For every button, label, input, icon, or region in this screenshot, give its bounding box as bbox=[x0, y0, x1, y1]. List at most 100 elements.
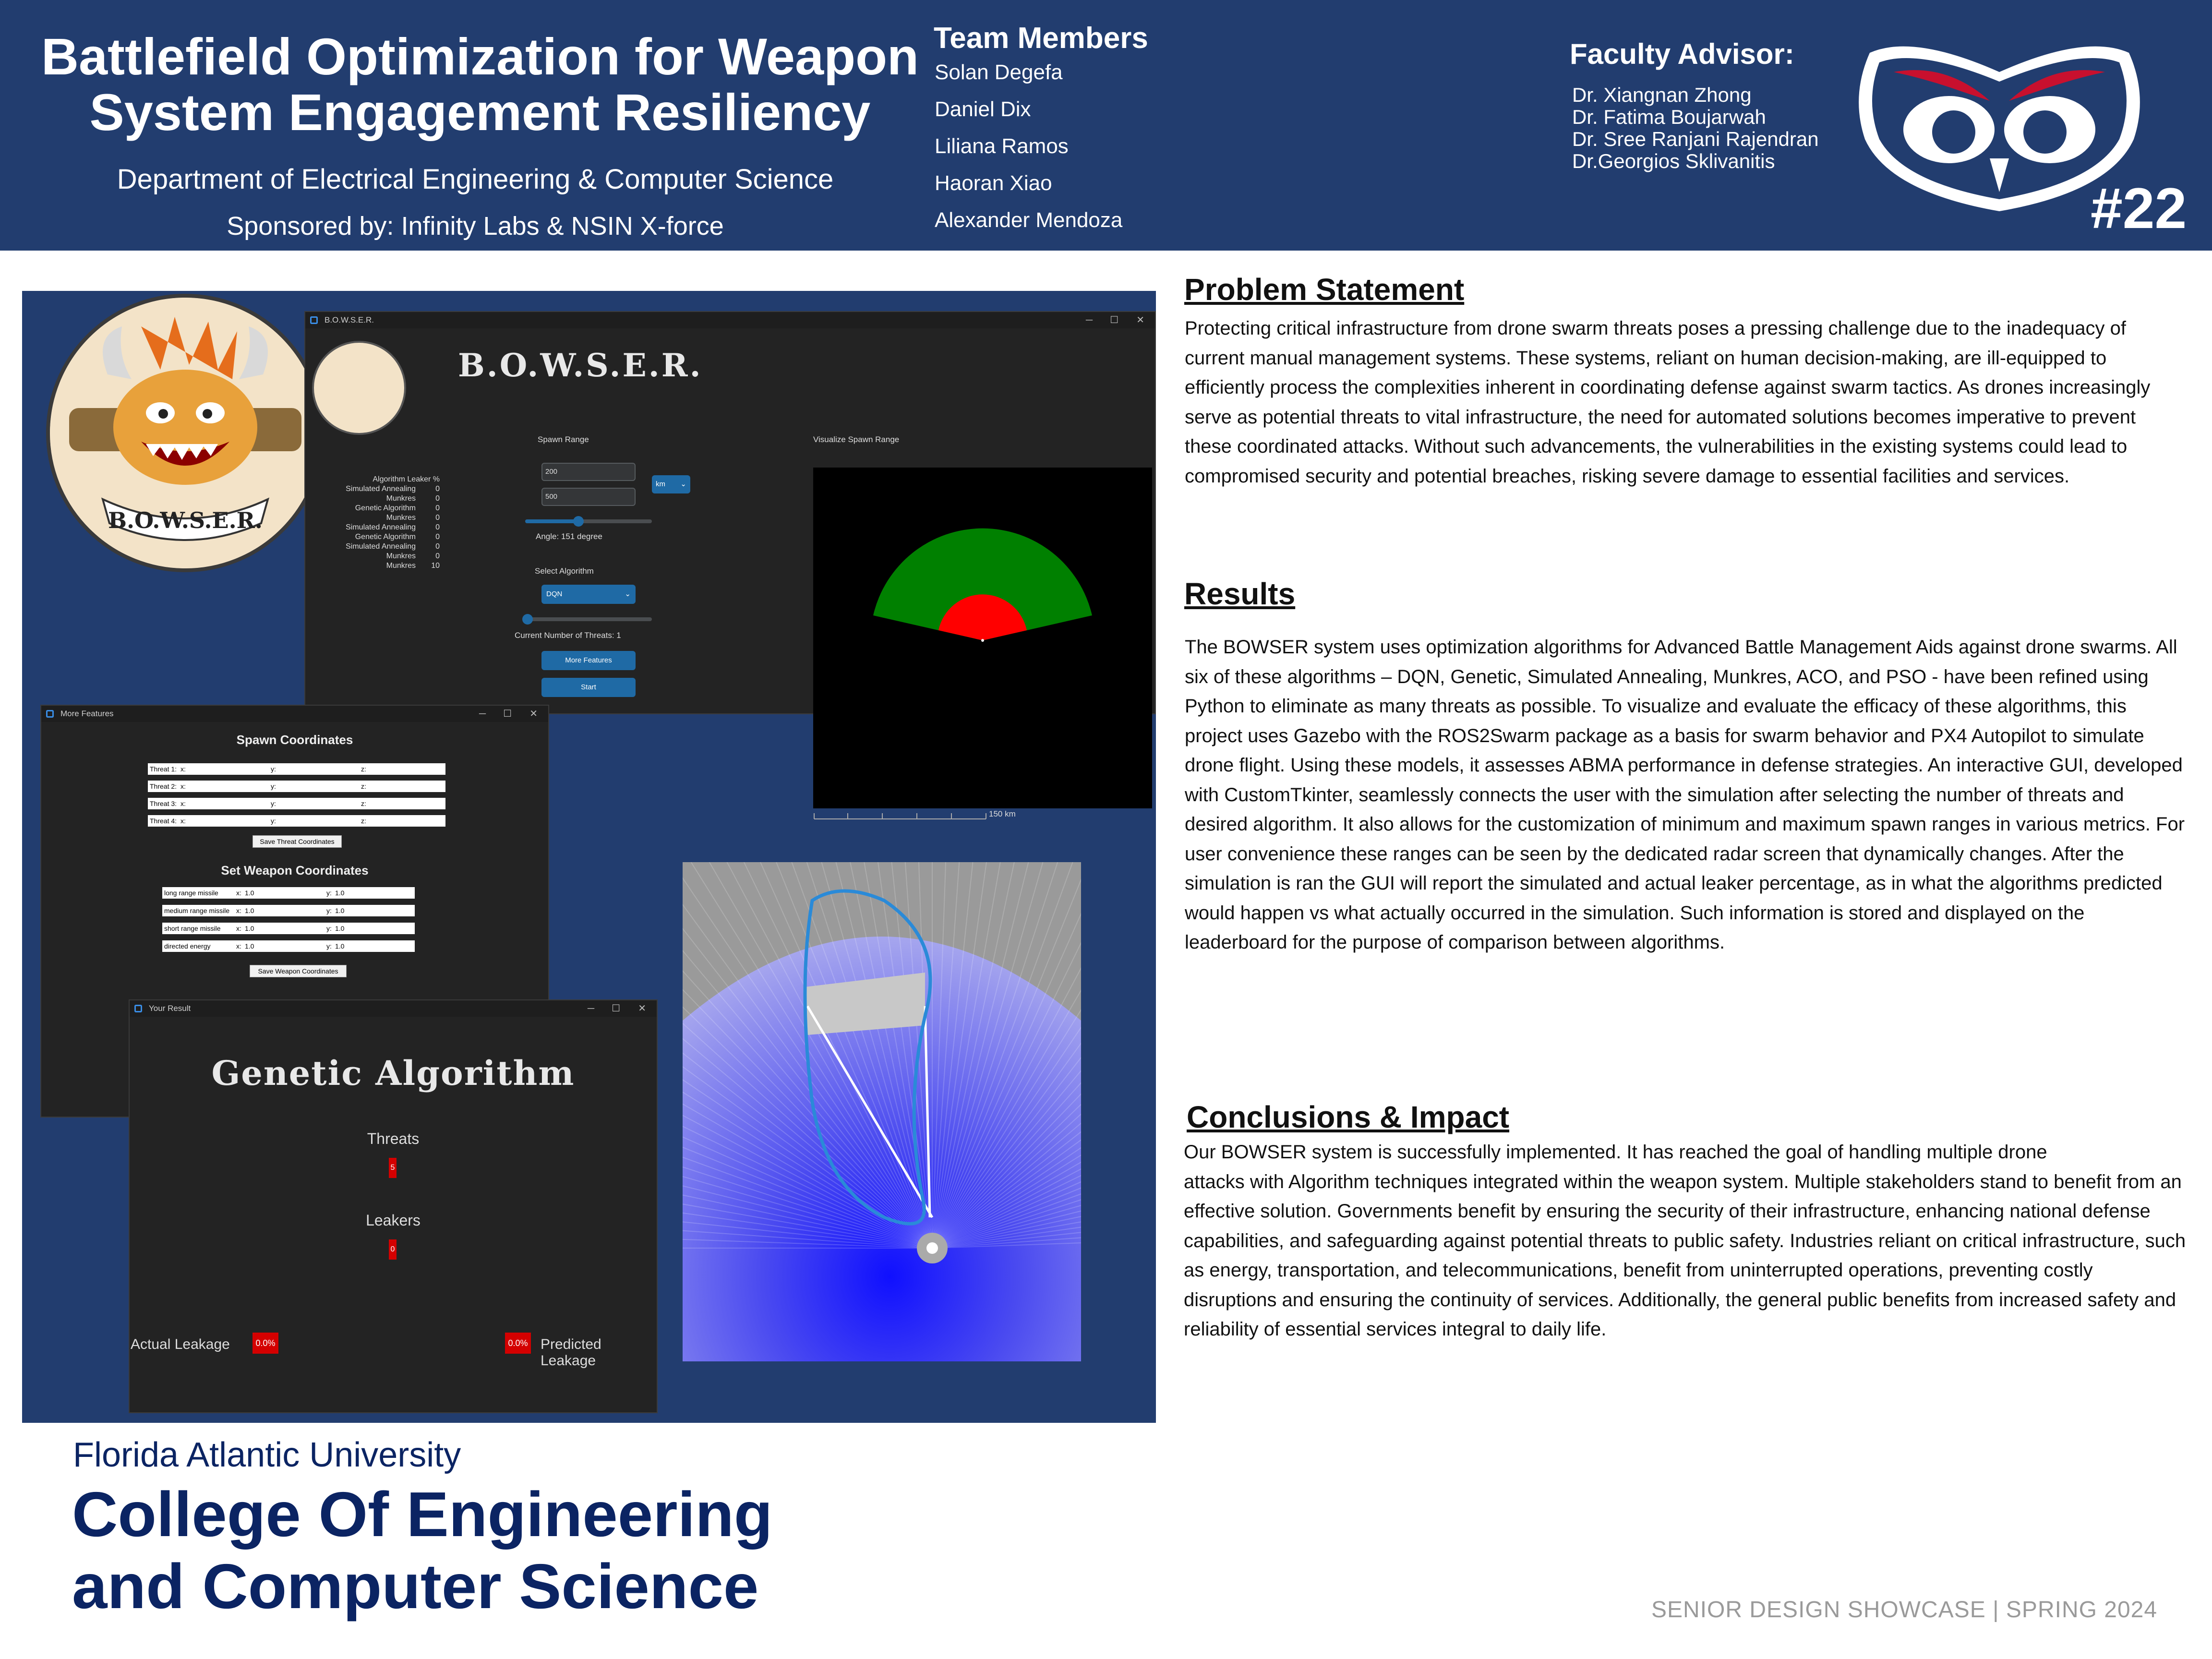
university-name: Florida Atlantic University bbox=[73, 1436, 461, 1474]
weapon-row: short range missile x: 1.0 y: 1.0 bbox=[162, 923, 431, 934]
spawn-range-label: Spawn Range bbox=[538, 435, 589, 444]
bowser-logo: B.O.W.S.E.R. bbox=[46, 294, 325, 572]
x-label: x: bbox=[234, 940, 243, 952]
result-window: Your Result ─ ☐ ✕ Genetic Algorithm Thre… bbox=[129, 999, 658, 1413]
x-input[interactable]: 1.0 bbox=[243, 923, 325, 934]
leaderboard-algorithm: Munkres bbox=[386, 514, 416, 522]
chevron-down-icon: ⌄ bbox=[680, 480, 686, 488]
actual-leakage-value: 0.0% bbox=[252, 1333, 278, 1354]
x-input[interactable]: 1.0 bbox=[243, 887, 325, 899]
college-line-2: and Computer Science bbox=[72, 1551, 759, 1622]
y-label: y: bbox=[269, 781, 277, 792]
spawn-coordinates-heading: Spawn Coordinates bbox=[236, 733, 353, 747]
angle-slider[interactable] bbox=[525, 516, 652, 527]
unit-value: km bbox=[656, 480, 665, 488]
y-input[interactable] bbox=[277, 763, 359, 775]
algorithm-dropdown[interactable]: DQN ⌄ bbox=[541, 585, 636, 604]
visualize-label: Visualize Spawn Range bbox=[813, 435, 900, 444]
weapon-label: short range missile bbox=[162, 923, 234, 934]
team-member: Liliana Ramos bbox=[935, 134, 1069, 158]
y-input[interactable] bbox=[277, 798, 359, 809]
z-input[interactable] bbox=[368, 781, 445, 792]
title-line-1: Battlefield Optimization for Weapon bbox=[41, 27, 919, 85]
team-member: Daniel Dix bbox=[935, 97, 1031, 121]
faculty-title: Faculty Advisor: bbox=[1570, 38, 1794, 70]
x-input[interactable]: 1.0 bbox=[243, 940, 325, 952]
results-heading: Results bbox=[1184, 577, 1296, 611]
team-title: Team Members bbox=[934, 22, 1148, 55]
screenshot-panel: B.O.W.S.E.R. B.O.W.S.E.R. ─ ☐ ✕ B.O.W.S.… bbox=[22, 291, 1156, 1423]
spawn-max-input[interactable]: 500 bbox=[541, 488, 636, 506]
z-label: z: bbox=[359, 781, 368, 792]
minimize-icon[interactable]: ─ bbox=[1085, 315, 1093, 325]
weapon-coordinates-heading: Set Weapon Coordinates bbox=[221, 863, 369, 878]
bowser-main-window: B.O.W.S.E.R. ─ ☐ ✕ B.O.W.S.E.R. Algorith… bbox=[304, 311, 1156, 819]
save-weapon-button[interactable]: Save Weapon Coordinates bbox=[250, 965, 347, 977]
window-titlebar[interactable]: Your Result ─ ☐ ✕ bbox=[130, 1000, 657, 1017]
app-icon bbox=[46, 710, 54, 718]
start-button[interactable]: Start bbox=[541, 678, 636, 697]
showcase-label: SENIOR DESIGN SHOWCASE | SPRING 2024 bbox=[1651, 1597, 2158, 1623]
y-label: y: bbox=[269, 815, 277, 827]
x-input[interactable] bbox=[187, 798, 269, 809]
unit-dropdown[interactable]: km ⌄ bbox=[652, 475, 690, 493]
spawn-min-input[interactable]: 200 bbox=[541, 463, 636, 481]
result-heading: Genetic Algorithm bbox=[211, 1053, 575, 1093]
window-titlebar[interactable]: B.O.W.S.E.R. ─ ☐ ✕ bbox=[305, 312, 1155, 328]
y-input[interactable] bbox=[277, 815, 359, 827]
maximize-icon[interactable]: ☐ bbox=[1110, 315, 1118, 325]
x-input[interactable]: 1.0 bbox=[243, 905, 325, 916]
minimize-icon[interactable]: ─ bbox=[479, 709, 486, 719]
title-line-2: System Engagement Resiliency bbox=[89, 83, 871, 141]
angle-label: Angle: 151 degree bbox=[536, 532, 602, 541]
y-label: y: bbox=[325, 887, 333, 899]
close-icon[interactable]: ✕ bbox=[638, 1003, 646, 1014]
select-algorithm-label: Select Algorithm bbox=[535, 566, 594, 576]
results-text: The BOWSER system uses optimization algo… bbox=[1185, 637, 2185, 953]
threat-label: Threat 3: bbox=[148, 798, 179, 809]
y-input[interactable] bbox=[277, 781, 359, 792]
leaderboard-algorithm: Munkres bbox=[386, 494, 416, 503]
window-titlebar[interactable]: More Features ─ ☐ ✕ bbox=[41, 706, 548, 722]
close-icon[interactable]: ✕ bbox=[529, 709, 538, 719]
chevron-down-icon: ⌄ bbox=[625, 590, 631, 598]
angle-slider-handle[interactable] bbox=[573, 516, 584, 527]
y-input[interactable]: 1.0 bbox=[333, 923, 415, 934]
maximize-icon[interactable]: ☐ bbox=[612, 1003, 620, 1014]
y-label: y: bbox=[269, 763, 277, 775]
y-input[interactable]: 1.0 bbox=[333, 940, 415, 952]
app-icon bbox=[310, 316, 318, 324]
z-input[interactable] bbox=[368, 798, 445, 809]
x-label: x: bbox=[179, 798, 187, 809]
faculty-member: Dr. Fatima Boujarwah bbox=[1572, 106, 1766, 128]
threat-label: Threat 4: bbox=[148, 815, 179, 827]
z-input[interactable] bbox=[368, 763, 445, 775]
leaderboard-value: 0 bbox=[435, 504, 440, 512]
x-input[interactable] bbox=[187, 763, 269, 775]
more-features-button[interactable]: More Features bbox=[541, 651, 636, 670]
leakers-label: Leakers bbox=[366, 1212, 421, 1229]
leaderboard-value: 0 bbox=[435, 514, 440, 522]
conclusions-body: attacks with Algorithm techniques integr… bbox=[1184, 1171, 2186, 1340]
minimize-icon[interactable]: ─ bbox=[587, 1003, 594, 1014]
threat-slider-handle[interactable] bbox=[522, 614, 533, 625]
x-input[interactable] bbox=[187, 815, 269, 827]
y-label: y: bbox=[269, 798, 277, 809]
y-input[interactable]: 1.0 bbox=[333, 905, 415, 916]
x-label: x: bbox=[234, 887, 243, 899]
z-input[interactable] bbox=[368, 815, 445, 827]
threat-row: Threat 4: x: y: z: bbox=[148, 815, 445, 827]
radar-origin bbox=[981, 639, 984, 642]
window-title: More Features bbox=[60, 709, 114, 718]
x-input[interactable] bbox=[187, 781, 269, 792]
save-threat-button[interactable]: Save Threat Coordinates bbox=[252, 835, 342, 848]
logo-text: B.O.W.S.E.R. bbox=[108, 507, 263, 533]
weapon-row: directed energy x: 1.0 y: 1.0 bbox=[162, 940, 431, 952]
y-input[interactable]: 1.0 bbox=[333, 887, 415, 899]
close-icon[interactable]: ✕ bbox=[1136, 315, 1144, 325]
leaderboard-value: 0 bbox=[435, 542, 440, 551]
threat-count-slider[interactable] bbox=[522, 614, 652, 625]
threat-count-label: Current Number of Threats: 1 bbox=[515, 631, 621, 640]
x-label: x: bbox=[179, 763, 187, 775]
maximize-icon[interactable]: ☐ bbox=[503, 709, 512, 719]
